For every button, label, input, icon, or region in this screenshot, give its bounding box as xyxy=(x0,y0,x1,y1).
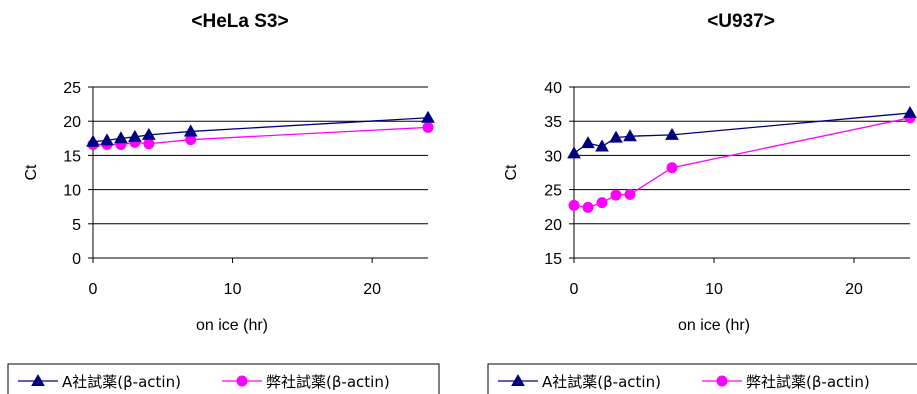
legend-label: A社試薬(β-actin) xyxy=(62,373,181,391)
y-tick-label: 10 xyxy=(63,183,81,200)
x-axis-label: on ice (hr) xyxy=(196,317,268,334)
data-point xyxy=(567,146,581,159)
series-line xyxy=(573,117,911,209)
legend-swatch-marker xyxy=(716,375,728,387)
legend-label: A社試薬(β-actin) xyxy=(542,373,661,391)
data-point xyxy=(903,105,917,118)
data-point xyxy=(624,188,636,200)
data-point xyxy=(582,201,594,213)
x-tick-label: 10 xyxy=(224,281,242,298)
legend-entry: 弊社試薬(β-actin) xyxy=(222,373,390,391)
data-point xyxy=(581,136,595,149)
data-point xyxy=(596,197,608,209)
series-1 xyxy=(567,105,917,159)
y-axis-label: Ct xyxy=(23,164,40,181)
y-tick-label: 15 xyxy=(63,148,81,165)
data-point xyxy=(421,110,435,123)
data-point xyxy=(183,124,198,137)
y-tick-label: 20 xyxy=(63,114,81,131)
y-tick-label: 40 xyxy=(544,80,562,97)
legend-swatch-marker xyxy=(31,373,45,386)
legend: A社試薬(β-actin) 弊社試薬(β-actin) xyxy=(7,363,440,394)
legend-box xyxy=(487,363,917,394)
y-tick-label: 20 xyxy=(544,217,562,234)
legend-entry: 弊社試薬(β-actin) xyxy=(702,373,870,391)
chart-1: <HeLa S3> 0 5 10 15 20 25 0 10 20 on ice (hr) Ct A社試… xyxy=(7,11,440,394)
data-point xyxy=(595,139,609,152)
x-tick-label: 0 xyxy=(89,281,98,298)
data-point xyxy=(610,189,622,201)
y-tick-label: 30 xyxy=(544,148,562,165)
chart-title: <HeLa S3> xyxy=(191,11,288,32)
y-tick-label: 0 xyxy=(72,251,81,268)
data-point xyxy=(141,127,156,140)
data-point xyxy=(422,121,434,133)
data-point xyxy=(114,131,128,144)
data-point xyxy=(143,138,155,150)
legend: A社試薬(β-actin) 弊社試薬(β-actin) xyxy=(487,363,917,394)
series-1 xyxy=(86,110,435,147)
x-tick-label: 0 xyxy=(570,281,579,298)
legend-entry: A社試薬(β-actin) xyxy=(498,373,661,391)
legend-label: 弊社試薬(β-actin) xyxy=(266,373,390,391)
data-point xyxy=(86,134,100,147)
legend-entry: A社試薬(β-actin) xyxy=(18,373,181,391)
y-tick-label: 25 xyxy=(63,80,81,97)
y-tick-label: 5 xyxy=(72,217,81,234)
x-axis-label: on ice (hr) xyxy=(678,317,750,334)
data-point xyxy=(666,162,678,174)
legend-swatch-marker xyxy=(236,375,248,387)
y-tick-label: 35 xyxy=(544,114,562,131)
y-tick-label: 25 xyxy=(544,183,562,200)
legend-box xyxy=(7,363,440,394)
data-point xyxy=(128,129,142,142)
data-point xyxy=(100,133,114,146)
data-point xyxy=(623,129,637,142)
series-2 xyxy=(568,112,916,213)
x-tick-label: 20 xyxy=(363,281,381,298)
series-line xyxy=(573,112,911,154)
x-tick-label: 10 xyxy=(705,281,723,298)
y-tick-label: 15 xyxy=(544,251,562,268)
data-point xyxy=(665,127,679,140)
data-point xyxy=(609,130,623,143)
chart-title: <U937> xyxy=(707,11,775,32)
x-tick-label: 20 xyxy=(845,281,863,298)
chart-2: <U937> 15 20 25 30 35 40 0 10 20 on ice (hr) Ct A社試薬… xyxy=(487,11,917,394)
legend-label: 弊社試薬(β-actin) xyxy=(746,373,870,391)
legend-swatch-marker xyxy=(511,373,525,386)
y-axis-label: Ct xyxy=(503,164,520,181)
data-point xyxy=(568,199,580,211)
